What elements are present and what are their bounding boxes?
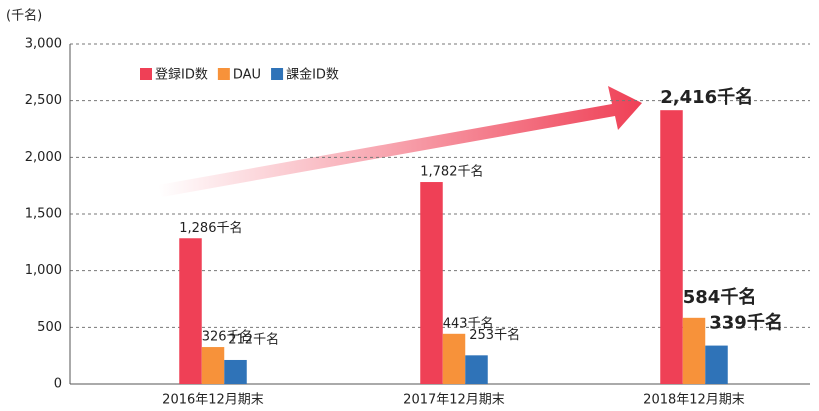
- value-label: 1,286千名: [179, 220, 242, 236]
- legend-label: 登録ID数: [155, 68, 208, 83]
- bar: [224, 359, 247, 384]
- legend-swatch: [217, 68, 230, 80]
- x-tick-label: 2016年12月期末: [162, 393, 264, 408]
- bar: [442, 333, 466, 384]
- legend-swatch: [271, 68, 284, 80]
- y-tick-label: 500: [37, 320, 62, 335]
- bar: [660, 110, 683, 384]
- y-axis-label: (千名): [6, 8, 42, 24]
- legend-label: DAU: [233, 68, 261, 83]
- bar: [420, 182, 443, 384]
- bar: [705, 345, 728, 384]
- x-tick-label: 2017年12月期末: [403, 393, 505, 408]
- y-tick-label: 3,000: [25, 37, 62, 52]
- legend-swatch: [140, 68, 152, 80]
- trend-arrow: [158, 86, 642, 197]
- bar: [682, 317, 706, 384]
- value-label: 2,416千名: [660, 86, 753, 108]
- value-label: 584千名: [683, 286, 757, 308]
- bar: [179, 238, 202, 384]
- bar: [201, 347, 225, 384]
- y-tick-label: 2,000: [25, 150, 62, 165]
- x-tick-label: 2018年12月期末: [643, 393, 745, 408]
- value-label: 253千名: [469, 327, 520, 343]
- value-label: 443千名: [443, 315, 494, 331]
- y-tick-label: 1,500: [25, 207, 62, 222]
- legend-label: 課金ID数: [286, 67, 339, 83]
- y-tick-label: 0: [54, 377, 62, 392]
- y-tick-label: 1,000: [25, 263, 62, 278]
- y-tick-label: 2,500: [25, 93, 62, 108]
- value-label: 326千名: [202, 329, 253, 345]
- value-label: 212千名: [228, 331, 279, 347]
- value-label: 339千名: [709, 312, 783, 334]
- bar: [465, 355, 488, 384]
- value-label: 1,782千名: [420, 164, 483, 180]
